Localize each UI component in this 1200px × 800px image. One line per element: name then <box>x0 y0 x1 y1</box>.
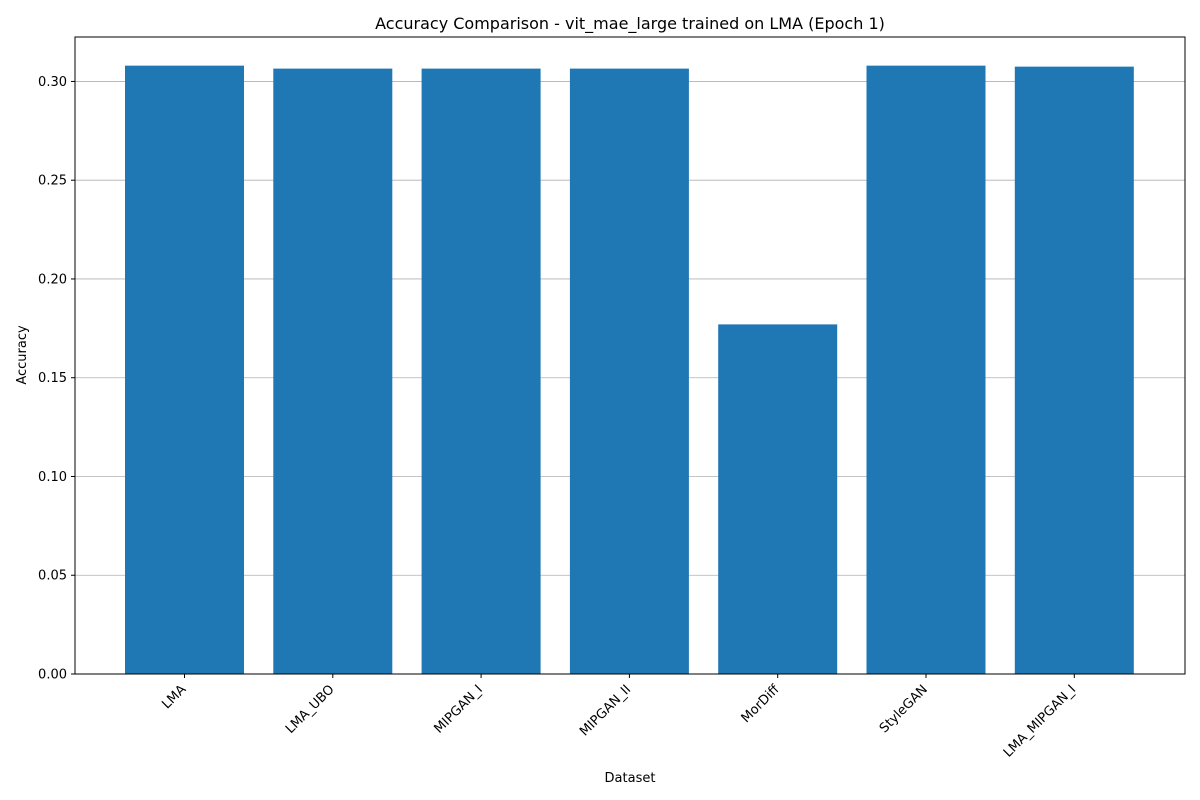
y-axis-label: Accuracy <box>15 325 30 385</box>
y-ticks: 0.00 0.05 0.10 0.15 0.20 0.25 0.30 <box>38 75 75 683</box>
bars <box>125 65 1134 675</box>
x-ticks: LMA LMA_UBO MIPGAN_I MIPGAN_II MorDiff StyleG… <box>159 674 1079 761</box>
y-tick-label: 0.15 <box>38 371 67 386</box>
bar-mordiff <box>718 324 838 674</box>
axes <box>74 36 1186 675</box>
x-tick-label: StyleGAN <box>877 682 931 736</box>
y-tick-label: 0.25 <box>38 174 67 189</box>
y-tick-label: 0.00 <box>38 668 67 683</box>
y-tick-label: 0.10 <box>38 470 67 485</box>
bar-mipgan-i <box>421 68 541 675</box>
x-tick-label: MIPGAN_I <box>432 682 486 736</box>
x-axis-label: Dataset <box>605 771 656 786</box>
y-tick-label: 0.05 <box>38 569 67 584</box>
x-tick-label: MorDiff <box>739 681 784 726</box>
bar-lma-ubo <box>273 68 393 675</box>
x-tick-label: MIPGAN_II <box>577 682 634 739</box>
plot-frame <box>74 36 1186 675</box>
x-tick-label: LMA_UBO <box>283 682 338 737</box>
bar-lma-mipgan-i <box>1014 66 1134 674</box>
y-tick-label: 0.30 <box>38 75 67 90</box>
bar-lma <box>125 65 244 674</box>
y-tick-label: 0.20 <box>38 272 67 287</box>
bar-stylegan <box>866 65 986 674</box>
x-tick-label: LMA_MIPGAN_I <box>1001 682 1079 760</box>
x-tick-label: LMA <box>159 682 189 712</box>
bar-mipgan-ii <box>569 68 689 675</box>
chart-title: Accuracy Comparison - vit_mae_large trai… <box>375 14 885 34</box>
